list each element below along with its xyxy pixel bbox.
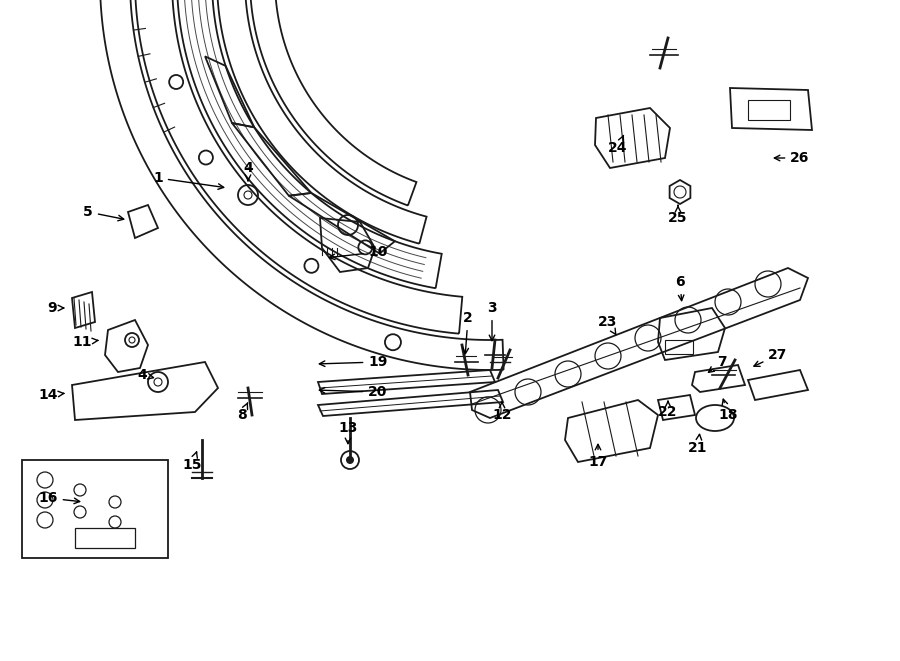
Text: 20: 20 [320,385,388,399]
Text: 25: 25 [668,206,688,225]
Text: 26: 26 [774,151,810,165]
Text: 15: 15 [182,452,202,472]
Text: 10: 10 [329,245,388,260]
Text: 22: 22 [658,401,678,419]
Text: 19: 19 [320,355,388,369]
Text: 5: 5 [83,205,124,221]
Text: 21: 21 [688,434,707,455]
Text: 13: 13 [338,421,357,444]
Text: 17: 17 [589,444,608,469]
Circle shape [346,456,354,464]
Text: 23: 23 [598,315,617,334]
Text: 16: 16 [39,491,80,505]
Text: 4: 4 [137,368,154,382]
Text: 11: 11 [72,335,98,349]
Text: 12: 12 [492,402,512,422]
Text: 7: 7 [708,355,727,372]
Text: 8: 8 [237,403,248,422]
Text: 6: 6 [675,275,685,301]
Text: 4: 4 [243,161,253,181]
Text: 2: 2 [463,311,473,354]
Bar [748,100,790,120]
Text: 1: 1 [153,171,224,189]
Bar [75,528,135,548]
Text: 18: 18 [718,399,738,422]
Text: 24: 24 [608,136,628,155]
Bar [665,340,693,354]
Text: 14: 14 [38,388,64,402]
Text: 3: 3 [487,301,497,340]
Text: 9: 9 [47,301,64,315]
Text: 27: 27 [754,348,788,366]
